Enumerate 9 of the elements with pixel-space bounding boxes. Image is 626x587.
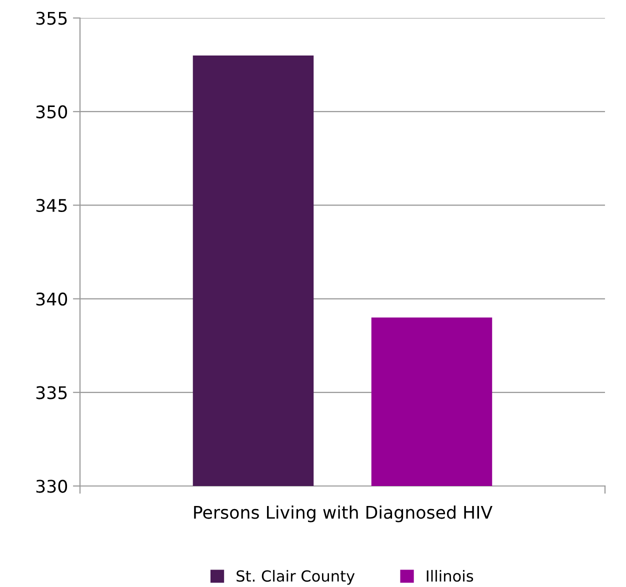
y-tick-label: 330: [36, 480, 68, 493]
y-tick-label: 355: [36, 12, 67, 25]
y-tick-label: 350: [36, 105, 68, 118]
x-tick-label: Persons Living with Diagnosed HIV: [194, 505, 492, 522]
y-tick-label: 335: [36, 386, 67, 400]
legend-label: St. Clair County: [236, 570, 355, 585]
y-tick-label: 340: [36, 292, 68, 306]
y-tick-label: 345: [36, 198, 67, 212]
legend-label: Illinois: [426, 570, 474, 582]
